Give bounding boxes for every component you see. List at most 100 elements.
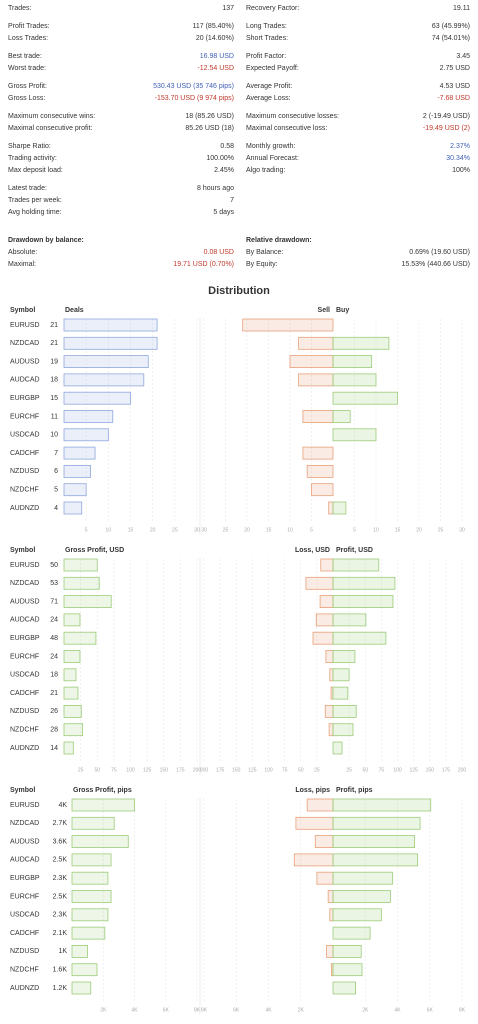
value-label: 53	[50, 580, 58, 587]
stat-label: Algo trading:	[246, 167, 285, 174]
buy-bar	[332, 963, 363, 977]
sell-bar	[326, 945, 334, 958]
x-tick-label: 75	[111, 767, 117, 773]
stat-label: Expected Payoff:	[246, 65, 299, 72]
value-label: 1.2K	[53, 985, 68, 992]
value-label: 3.6K	[53, 838, 68, 845]
x-tick-label: 50	[298, 767, 304, 773]
stat-label: Max deposit load:	[8, 167, 63, 174]
x-tick-label: 50	[94, 767, 100, 773]
x-tick-label: 5	[353, 527, 356, 533]
buy-bar	[332, 798, 432, 812]
buy-bar	[332, 576, 396, 590]
bar	[63, 355, 149, 369]
section-header: Relative drawdown:	[246, 237, 312, 244]
bar	[71, 926, 106, 940]
sell-bar	[311, 483, 334, 497]
value-label: 10	[50, 432, 58, 439]
x-tick-label: 8K	[459, 1007, 466, 1013]
sell-bar	[327, 890, 334, 903]
sell-bar	[306, 464, 334, 478]
bar	[63, 410, 114, 423]
x-tick-label: 2K	[298, 1007, 305, 1013]
buy-bar	[332, 336, 390, 350]
stat-value: 530.43 USD (35 746 pips)	[153, 83, 234, 90]
value-label: 21	[50, 690, 58, 697]
x-tick-label: 15	[128, 527, 134, 533]
buy-bar	[332, 926, 371, 940]
stat-value: 2.37%	[450, 143, 470, 150]
bar	[63, 631, 97, 645]
chart-title: Gross Profit, pips	[73, 787, 132, 794]
x-tick-label: 25	[223, 527, 229, 533]
x-tick-label: 200	[193, 767, 202, 773]
x-tick-label: 30	[459, 527, 465, 533]
value-label: 24	[50, 653, 58, 660]
value-label: 28	[50, 727, 58, 734]
legend-entry: Buy	[336, 307, 349, 314]
stat-value: 4.53 USD	[440, 83, 470, 90]
bar	[63, 613, 81, 627]
x-tick-label: 100	[264, 767, 273, 773]
sell-bar	[324, 705, 334, 718]
x-tick-label: 150	[426, 767, 435, 773]
buy-bar	[332, 428, 377, 442]
value-label: 48	[50, 635, 58, 642]
x-tick-label: 15	[266, 527, 272, 533]
category-label: AUDCAD	[10, 857, 40, 864]
x-tick-label: 25	[346, 767, 352, 773]
chart-title: Deals	[65, 307, 84, 314]
x-tick-label: 30	[201, 527, 207, 533]
bar	[63, 464, 92, 478]
x-tick-label: 100	[126, 767, 135, 773]
x-tick-label: 25	[78, 767, 84, 773]
value-label: 1.6K	[53, 967, 68, 974]
legend-entry: Loss, pips	[295, 787, 330, 794]
category-header: Symbol	[10, 787, 35, 794]
bar	[63, 428, 109, 442]
stat-label: Average Loss:	[246, 95, 291, 102]
category-label: CADCHF	[10, 930, 39, 937]
x-tick-label: 25	[314, 767, 320, 773]
buy-bar	[332, 741, 343, 755]
stat-value: 19.71 USD (0.70%)	[173, 261, 234, 268]
x-tick-label: 20	[150, 527, 156, 533]
bar	[63, 576, 100, 590]
category-label: AUDUSD	[10, 598, 40, 605]
buy-bar	[332, 686, 349, 700]
stat-label: Trades per week:	[8, 197, 62, 204]
buy-bar	[332, 631, 387, 645]
stat-value: 20 (14.60%)	[196, 35, 234, 42]
sell-bar	[312, 631, 334, 645]
sell-bar	[302, 446, 334, 460]
buy-bar	[332, 981, 356, 995]
stat-label: Avg holding time:	[8, 209, 62, 216]
stat-value: 15.53% (440.66 USD)	[402, 261, 470, 268]
bar	[71, 945, 89, 958]
value-label: 4K	[58, 802, 67, 809]
buy-bar	[332, 613, 367, 627]
value-label: 18	[50, 672, 58, 679]
bar	[71, 890, 112, 903]
x-tick-label: 5	[85, 527, 88, 533]
sell-bar	[298, 336, 334, 350]
category-label: EURCHF	[10, 413, 39, 420]
sell-bar	[306, 798, 334, 812]
x-tick-label: 150	[160, 767, 169, 773]
buy-bar	[332, 501, 347, 515]
value-label: 2.7K	[53, 820, 68, 827]
x-tick-label: 25	[438, 527, 444, 533]
stat-label: Maximum consecutive losses:	[246, 113, 339, 120]
stat-label: Maximum consecutive wins:	[8, 113, 95, 120]
chart-title: Gross Profit, USD	[65, 547, 124, 554]
stat-value: -153.70 USD (9 974 pips)	[155, 95, 234, 102]
category-label: EURUSD	[10, 802, 40, 809]
bar	[63, 558, 98, 572]
category-label: AUDNZD	[10, 505, 39, 512]
bar	[63, 501, 83, 515]
sell-bar	[289, 355, 334, 369]
stat-label: Profit Factor:	[246, 53, 286, 60]
category-label: AUDUSD	[10, 358, 40, 365]
category-label: CADCHF	[10, 450, 39, 457]
category-label: EURCHF	[10, 653, 39, 660]
